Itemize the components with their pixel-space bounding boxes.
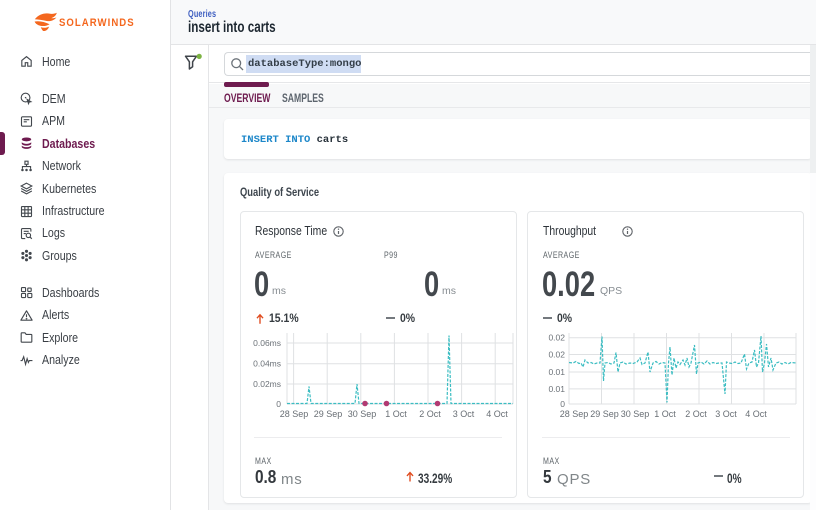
svg-text:1 Oct: 1 Oct <box>654 409 676 419</box>
svg-text:0.01: 0.01 <box>548 367 565 377</box>
svg-text:2 Oct: 2 Oct <box>685 409 707 419</box>
svg-text:2 Oct: 2 Oct <box>419 409 441 419</box>
svg-text:0.02: 0.02 <box>548 333 565 343</box>
svg-text:4 Oct: 4 Oct <box>486 409 508 419</box>
svg-text:29 Sep: 29 Sep <box>590 409 619 419</box>
svg-text:28 Sep: 28 Sep <box>280 409 309 419</box>
svg-text:3 Oct: 3 Oct <box>453 409 475 419</box>
svg-text:0.04ms: 0.04ms <box>253 359 281 369</box>
svg-text:1 Oct: 1 Oct <box>385 409 407 419</box>
svg-text:0.02ms: 0.02ms <box>253 379 281 389</box>
svg-text:28 Sep: 28 Sep <box>560 409 589 419</box>
svg-text:0: 0 <box>276 399 281 409</box>
svg-text:29 Sep: 29 Sep <box>314 409 343 419</box>
svg-text:30 Sep: 30 Sep <box>348 409 377 419</box>
svg-text:3 Oct: 3 Oct <box>715 409 737 419</box>
svg-text:0.06ms: 0.06ms <box>253 338 281 348</box>
svg-text:30 Sep: 30 Sep <box>621 409 650 419</box>
svg-text:0.01: 0.01 <box>548 384 565 394</box>
svg-text:0: 0 <box>560 399 565 409</box>
svg-text:0.02: 0.02 <box>548 350 565 360</box>
svg-text:4 Oct: 4 Oct <box>745 409 767 419</box>
